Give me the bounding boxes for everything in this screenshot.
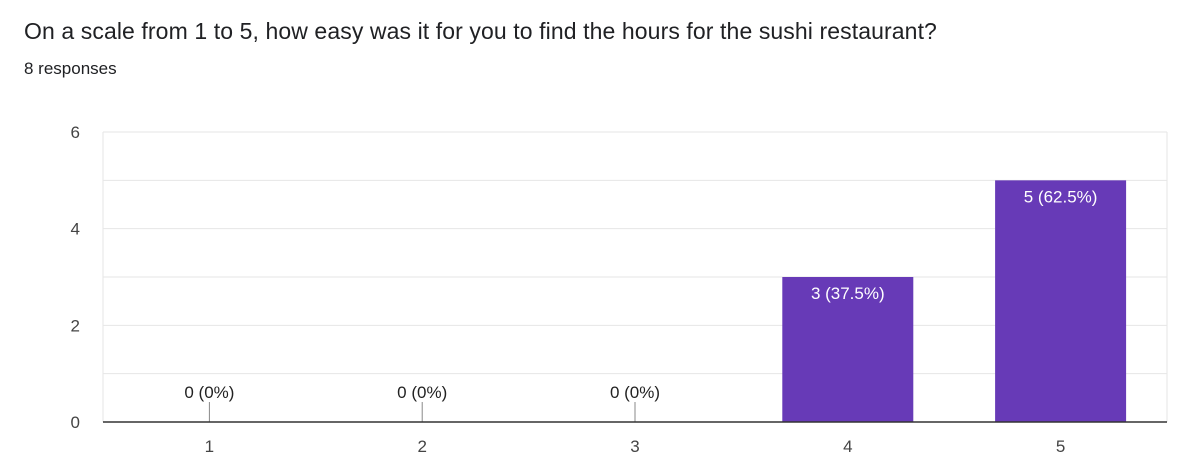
question-title: On a scale from 1 to 5, how easy was it … <box>24 18 937 44</box>
x-tick-label: 1 <box>205 437 214 456</box>
x-tick-label: 2 <box>417 437 426 456</box>
data-label: 0 (0%) <box>184 383 234 402</box>
bar <box>782 277 914 422</box>
y-tick-label: 2 <box>71 316 80 335</box>
response-count: 8 responses <box>24 59 117 78</box>
data-label: 0 (0%) <box>610 383 660 402</box>
y-tick-label: 4 <box>71 220 80 239</box>
x-tick-label: 5 <box>1056 437 1065 456</box>
data-label: 0 (0%) <box>397 383 447 402</box>
bar <box>995 180 1127 422</box>
x-tick-label: 4 <box>843 437 852 456</box>
data-label: 3 (37.5%) <box>811 284 885 303</box>
x-tick-label: 3 <box>630 437 639 456</box>
data-label: 5 (62.5%) <box>1024 187 1098 206</box>
y-tick-label: 6 <box>71 123 80 142</box>
y-tick-label: 0 <box>71 413 80 432</box>
